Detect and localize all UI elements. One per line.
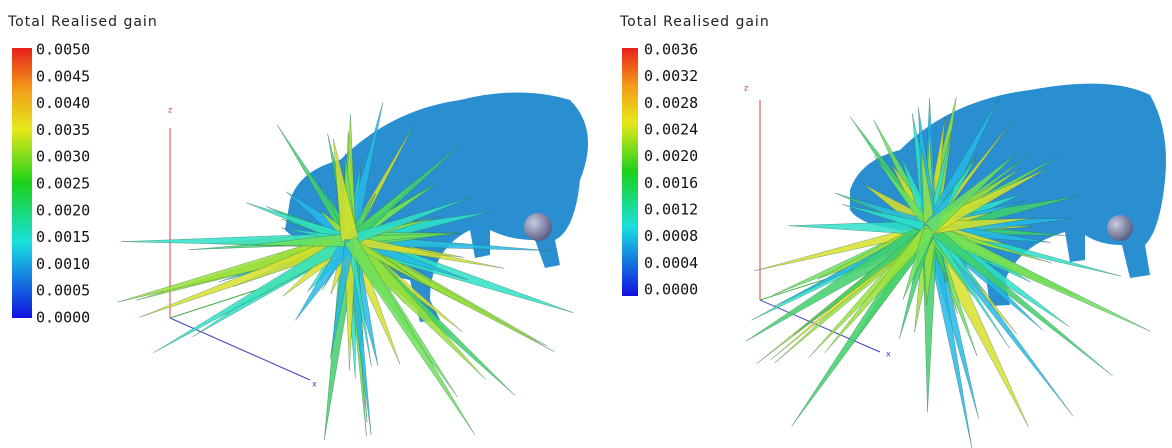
colorbar-label: 0.0035 xyxy=(36,121,90,139)
colorbar-label: 0.0032 xyxy=(644,67,698,85)
panel: Total Realised gain z x 0.0050 0.0045 0.00… xyxy=(7,14,588,440)
colorbar-label: 0.0015 xyxy=(36,228,90,246)
axis-label: x xyxy=(312,380,317,389)
colorbar-label: 0.0024 xyxy=(644,121,698,139)
colorbar-label: 0.0004 xyxy=(644,254,698,272)
x-axis xyxy=(759,299,881,353)
port xyxy=(524,213,552,241)
axis-label: z xyxy=(744,84,748,93)
colorbar-label: 0.0025 xyxy=(36,175,90,193)
colorbar-label: 0.0050 xyxy=(36,41,90,59)
colorbar-label: 0.0016 xyxy=(644,174,698,192)
colorbar xyxy=(12,48,32,318)
panel: Total Realised gain z x 0.0036 0.0032 0.00… xyxy=(619,14,1166,448)
colorbar-label: 0.0008 xyxy=(644,227,698,245)
lobe-spike xyxy=(344,236,475,435)
colorbar-label: 0.0020 xyxy=(36,201,90,219)
colorbar-label: 0.0030 xyxy=(36,148,90,166)
colorbar xyxy=(622,48,638,296)
axis-label: z xyxy=(168,106,172,115)
port xyxy=(1107,215,1133,241)
colorbar-label: 0.0000 xyxy=(644,281,698,299)
colorbar-label: 0.0012 xyxy=(644,201,698,219)
colorbar-label: 0.0010 xyxy=(36,255,90,273)
colorbar-label: 0.0045 xyxy=(36,67,90,85)
lobe-spike xyxy=(925,154,1016,234)
panel-title: Total Realised gain xyxy=(619,14,770,30)
x-axis xyxy=(169,317,311,381)
colorbar-label: 0.0000 xyxy=(36,309,90,327)
panel-title: Total Realised gain xyxy=(7,14,158,30)
colorbar-label: 0.0028 xyxy=(644,94,698,112)
colorbar-label: 0.0005 xyxy=(36,282,90,300)
axis-label: x xyxy=(886,350,891,359)
colorbar-label: 0.0040 xyxy=(36,94,90,112)
lobe-spike xyxy=(153,234,354,353)
colorbar-label: 0.0036 xyxy=(644,41,698,59)
colorbar-label: 0.0020 xyxy=(644,147,698,165)
